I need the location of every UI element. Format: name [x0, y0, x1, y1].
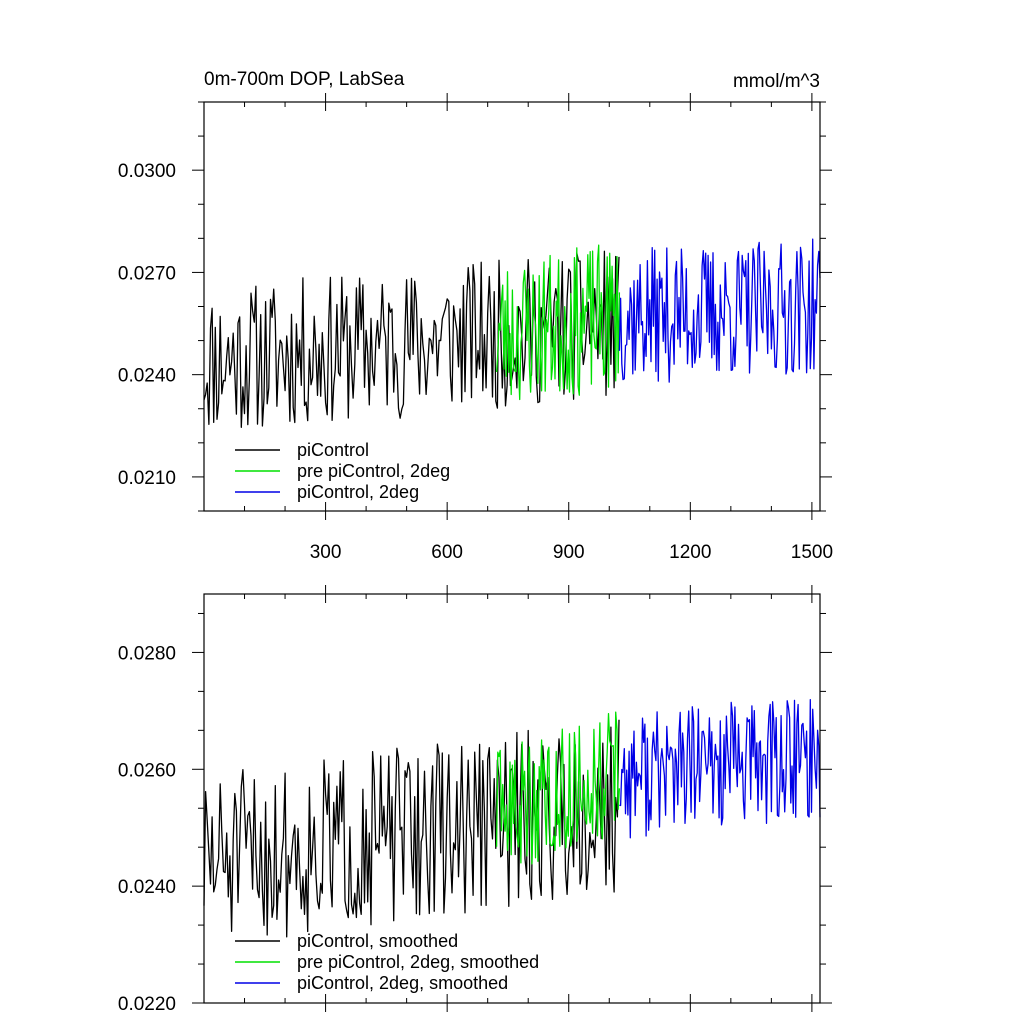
series-line-picontrol	[203, 250, 620, 428]
top-plot-series	[203, 238, 821, 428]
series-line-picontrol-2deg-smoothed	[619, 699, 821, 839]
series-line-pre-picontrol-2deg-smoothed	[495, 711, 621, 865]
bottom-y-tick-labels: 0.0220 0.0240 0.0260 0.0280	[118, 643, 176, 1015]
series-line-picontrol-2deg	[618, 238, 821, 383]
x-tick-label: 300	[310, 542, 342, 563]
top-panel-units: mmol/m^3	[733, 71, 820, 92]
bottom-panel: 0.0220 0.0240 0.0260 0.0280 piControl, smoo…	[118, 585, 832, 1015]
legend-label-picontrol: piControl	[297, 440, 369, 460]
legend-label-picontrol-2deg: piControl, 2deg	[297, 482, 419, 502]
top-legend: piControl pre piControl, 2deg piControl,…	[235, 440, 450, 502]
x-tick-label: 1200	[669, 542, 711, 563]
y-tick-label: 0.0280	[118, 643, 176, 664]
legend-label-picontrol-2deg-smoothed: piControl, 2deg, smoothed	[297, 973, 508, 993]
top-y-tick-labels: 0.0210 0.0240 0.0270 0.0300	[118, 161, 176, 489]
y-tick-label: 0.0240	[118, 366, 176, 387]
bottom-plot-frame	[203, 593, 821, 1004]
legend-label-pre-picontrol-2deg-smoothed: pre piControl, 2deg, smoothed	[297, 952, 539, 972]
x-tick-label: 600	[431, 542, 463, 563]
bottom-legend: piControl, smoothed pre piControl, 2deg,…	[235, 931, 539, 993]
legend-label-pre-picontrol-2deg: pre piControl, 2deg	[297, 461, 450, 481]
y-tick-label: 0.0270	[118, 263, 176, 284]
bottom-plot-ticks	[192, 585, 832, 1012]
x-tick-label: 900	[553, 542, 585, 563]
y-tick-label: 0.0210	[118, 468, 176, 489]
y-tick-label: 0.0300	[118, 161, 176, 182]
y-tick-label: 0.0260	[118, 760, 176, 781]
y-tick-label: 0.0240	[118, 877, 176, 898]
top-panel-title: 0m-700m DOP, LabSea	[204, 69, 405, 90]
top-panel: 0m-700m DOP, LabSea mmol/m^3 300 600 900 12…	[118, 69, 833, 563]
y-tick-label: 0.0220	[118, 994, 176, 1015]
bottom-plot-series	[203, 699, 821, 938]
top-x-tick-labels: 300 600 900 1200 1500	[310, 542, 833, 563]
series-line-pre-picontrol-2deg	[495, 244, 621, 401]
legend-label-picontrol-smoothed: piControl, smoothed	[297, 931, 458, 951]
top-plot-ticks	[192, 93, 832, 520]
x-tick-label: 1500	[791, 542, 833, 563]
